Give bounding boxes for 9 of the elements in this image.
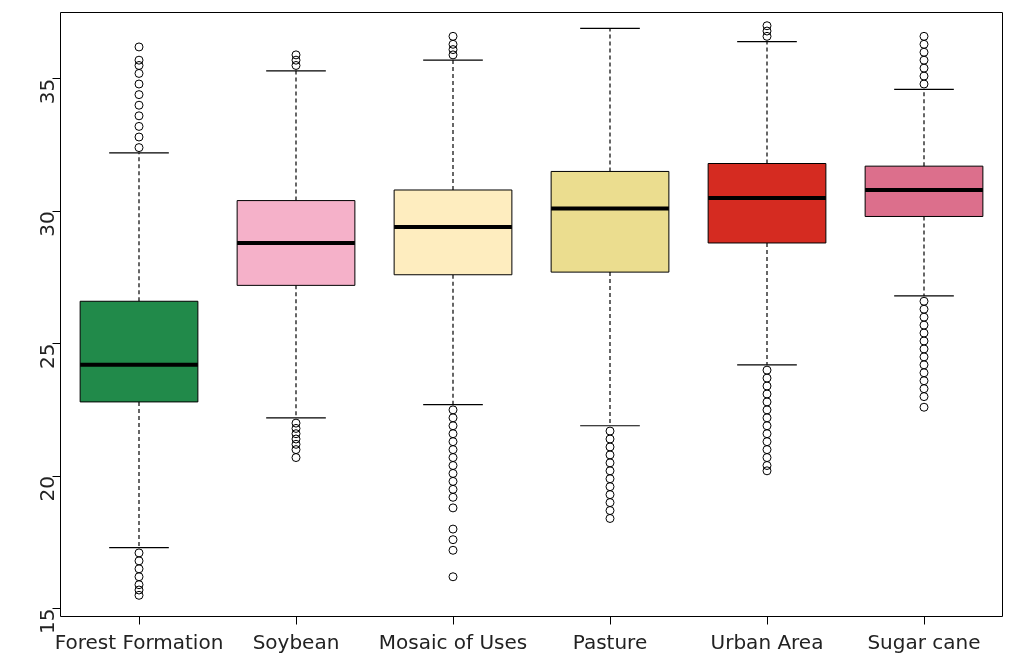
y-tick-label: 35 <box>35 78 60 105</box>
y-tick-label: 20 <box>35 476 60 502</box>
x-tick-label: Sugar cane <box>867 629 981 654</box>
x-tick-label: Urban Area <box>710 629 824 654</box>
y-tick-label: 30 <box>35 211 60 237</box>
x-tick-label: Mosaic of Uses <box>378 629 528 654</box>
x-tick-label: Soybean <box>252 629 340 654</box>
y-tick-label: 25 <box>35 343 60 370</box>
x-tick-label: Pasture <box>572 629 648 654</box>
